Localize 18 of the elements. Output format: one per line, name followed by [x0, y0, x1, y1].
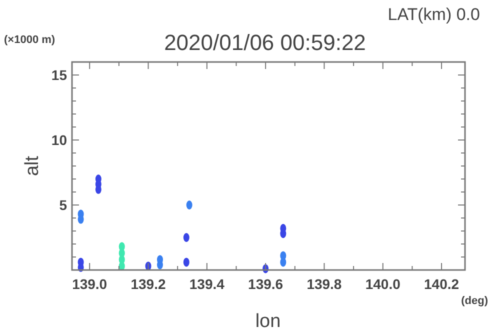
chart-title: 2020/01/06 00:59:22: [164, 30, 366, 55]
y-tick-label: 15: [51, 67, 68, 83]
x-tick-label: 139.4: [189, 276, 225, 292]
x-tick-label: 139.6: [248, 276, 284, 292]
y-tick-label: 5: [59, 197, 68, 213]
y-tick-label: 10: [51, 132, 68, 148]
point: [186, 200, 192, 210]
text: (deg): [461, 295, 488, 307]
x-tick-label: 140.0: [365, 276, 401, 292]
y-axis-title: alt: [22, 155, 43, 176]
x-tick-label: 139.0: [72, 276, 108, 292]
text: (×1000 m): [4, 34, 56, 46]
x-tick-label: 140.2: [424, 276, 460, 292]
x-tick-label: 139.2: [130, 276, 166, 292]
chart-subtitle: LAT(km) 0.0: [388, 5, 480, 24]
point: [183, 233, 190, 242]
x-axis-title: lon: [255, 311, 281, 331]
x-tick-label: 139.8: [306, 276, 342, 292]
